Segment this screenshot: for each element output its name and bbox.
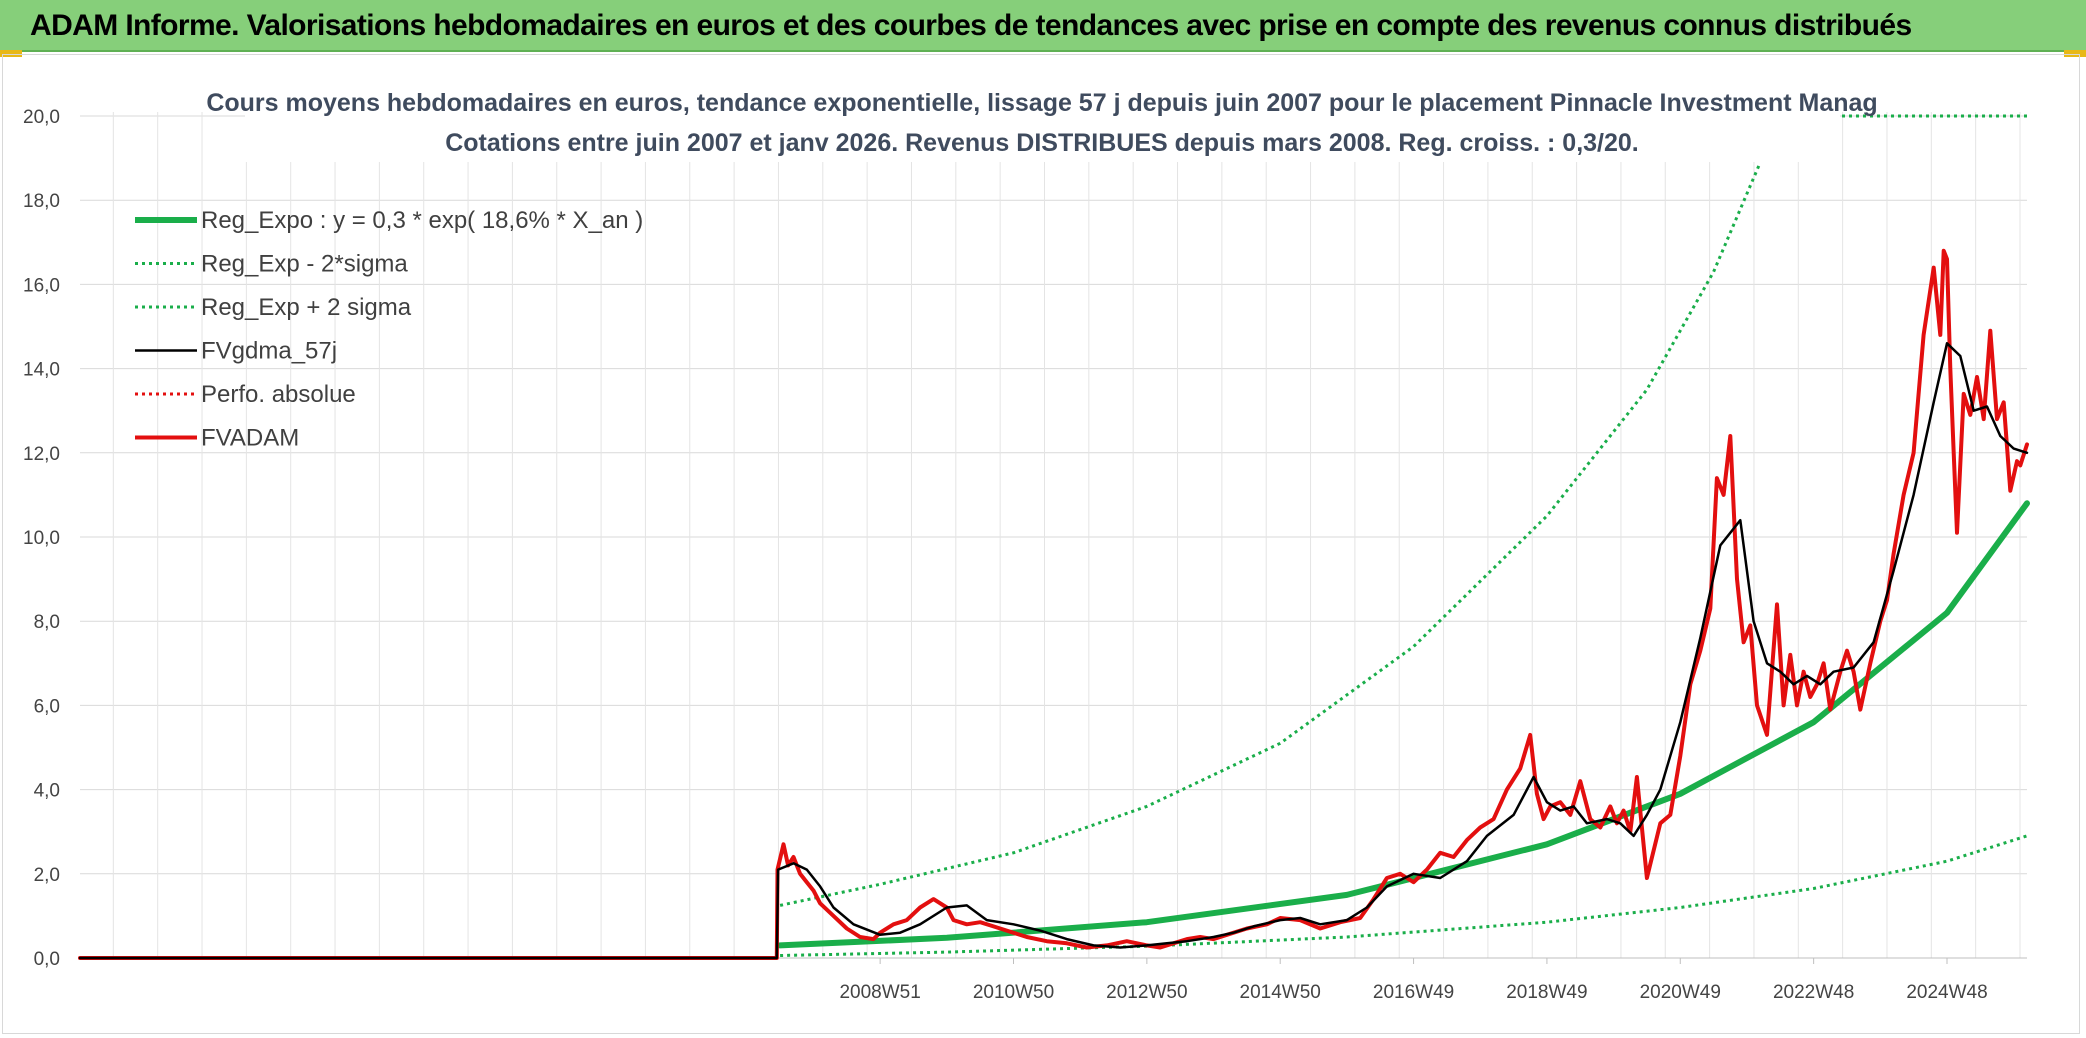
corner-marker-left (0, 50, 22, 57)
chart-legend: Reg_Expo : y = 0,3 * exp( 18,6% * X_an )… (135, 207, 643, 452)
legend-label: Reg_Expo : y = 0,3 * exp( 18,6% * X_an ) (201, 207, 643, 234)
series-line-3 (78, 342, 2029, 960)
series-line-2 (779, 161, 1762, 907)
x-tick-label: 2012W50 (1106, 982, 1187, 1003)
x-tick-label: 2018W49 (1506, 982, 1587, 1003)
y-tick-label: 12,0 (23, 444, 60, 465)
y-tick-label: 2,0 (34, 865, 60, 886)
y-tick-label: 8,0 (34, 612, 60, 633)
chart-grid (80, 112, 2027, 959)
chart-subtitle: Cotations entre juin 2007 et janv 2026. … (445, 129, 1639, 157)
y-tick-label: 10,0 (23, 528, 60, 549)
legend-label: Reg_Exp + 2 sigma (201, 294, 412, 321)
x-tick-label: 2022W48 (1773, 982, 1854, 1003)
x-tick-label: 2016W49 (1373, 982, 1454, 1003)
corner-marker-right (2064, 50, 2086, 57)
series-line-5 (78, 248, 2029, 960)
y-tick-label: 4,0 (34, 781, 60, 802)
chart-axes: 0,0 2,0 4,0 6,0 8,0 10,0 12,0 14,0 16,0 18,0 20,0 2… (23, 107, 2027, 1003)
title-background (245, 82, 1840, 162)
legend-label: Reg_Exp - 2*sigma (201, 251, 408, 278)
x-tick-label: 2010W50 (973, 982, 1054, 1003)
y-tick-label: 6,0 (34, 696, 60, 717)
y-tick-label: 0,0 (34, 949, 60, 970)
y-tick-label: 14,0 (23, 360, 60, 381)
chart-series (78, 114, 2030, 960)
y-tick-label: 16,0 (23, 275, 60, 296)
legend-label: FVADAM (201, 425, 299, 452)
legend-label: Perfo. absolue (201, 381, 356, 408)
y-tick-label: 18,0 (23, 191, 60, 212)
chart-frame (2, 54, 2080, 1034)
header-bar: ADAM Informe. Valorisations hebdomadaire… (0, 0, 2086, 52)
series-line-1 (780, 834, 2028, 957)
x-tick-label: 2024W48 (1906, 982, 1987, 1003)
page-title: ADAM Informe. Valorisations hebdomadaire… (30, 9, 1912, 42)
legend-label: FVgdma_57j (201, 338, 337, 365)
x-tick-label: 2020W49 (1640, 982, 1721, 1003)
x-tick-label: 2014W50 (1240, 982, 1321, 1003)
y-tick-label: 20,0 (23, 107, 60, 128)
chart-title: Cours moyens hebdomadaires en euros, ten… (206, 89, 1877, 117)
x-tick-label: 2008W51 (839, 982, 920, 1003)
